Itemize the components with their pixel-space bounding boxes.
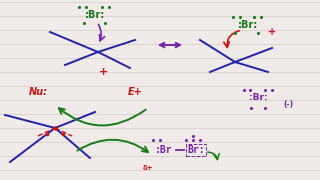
Text: :Br:: :Br: [85,10,105,20]
Text: :Br:: :Br: [249,93,267,102]
Text: +: + [268,27,276,37]
Text: (-): (-) [283,100,293,109]
Text: E+: E+ [128,87,142,97]
Text: :Br: :Br [155,145,172,155]
Text: δ+: δ+ [143,165,153,171]
Text: :Br:: :Br: [238,20,258,30]
Text: Br:: Br: [187,145,204,155]
Text: Nu:: Nu: [28,87,47,97]
Text: +: + [98,67,108,77]
